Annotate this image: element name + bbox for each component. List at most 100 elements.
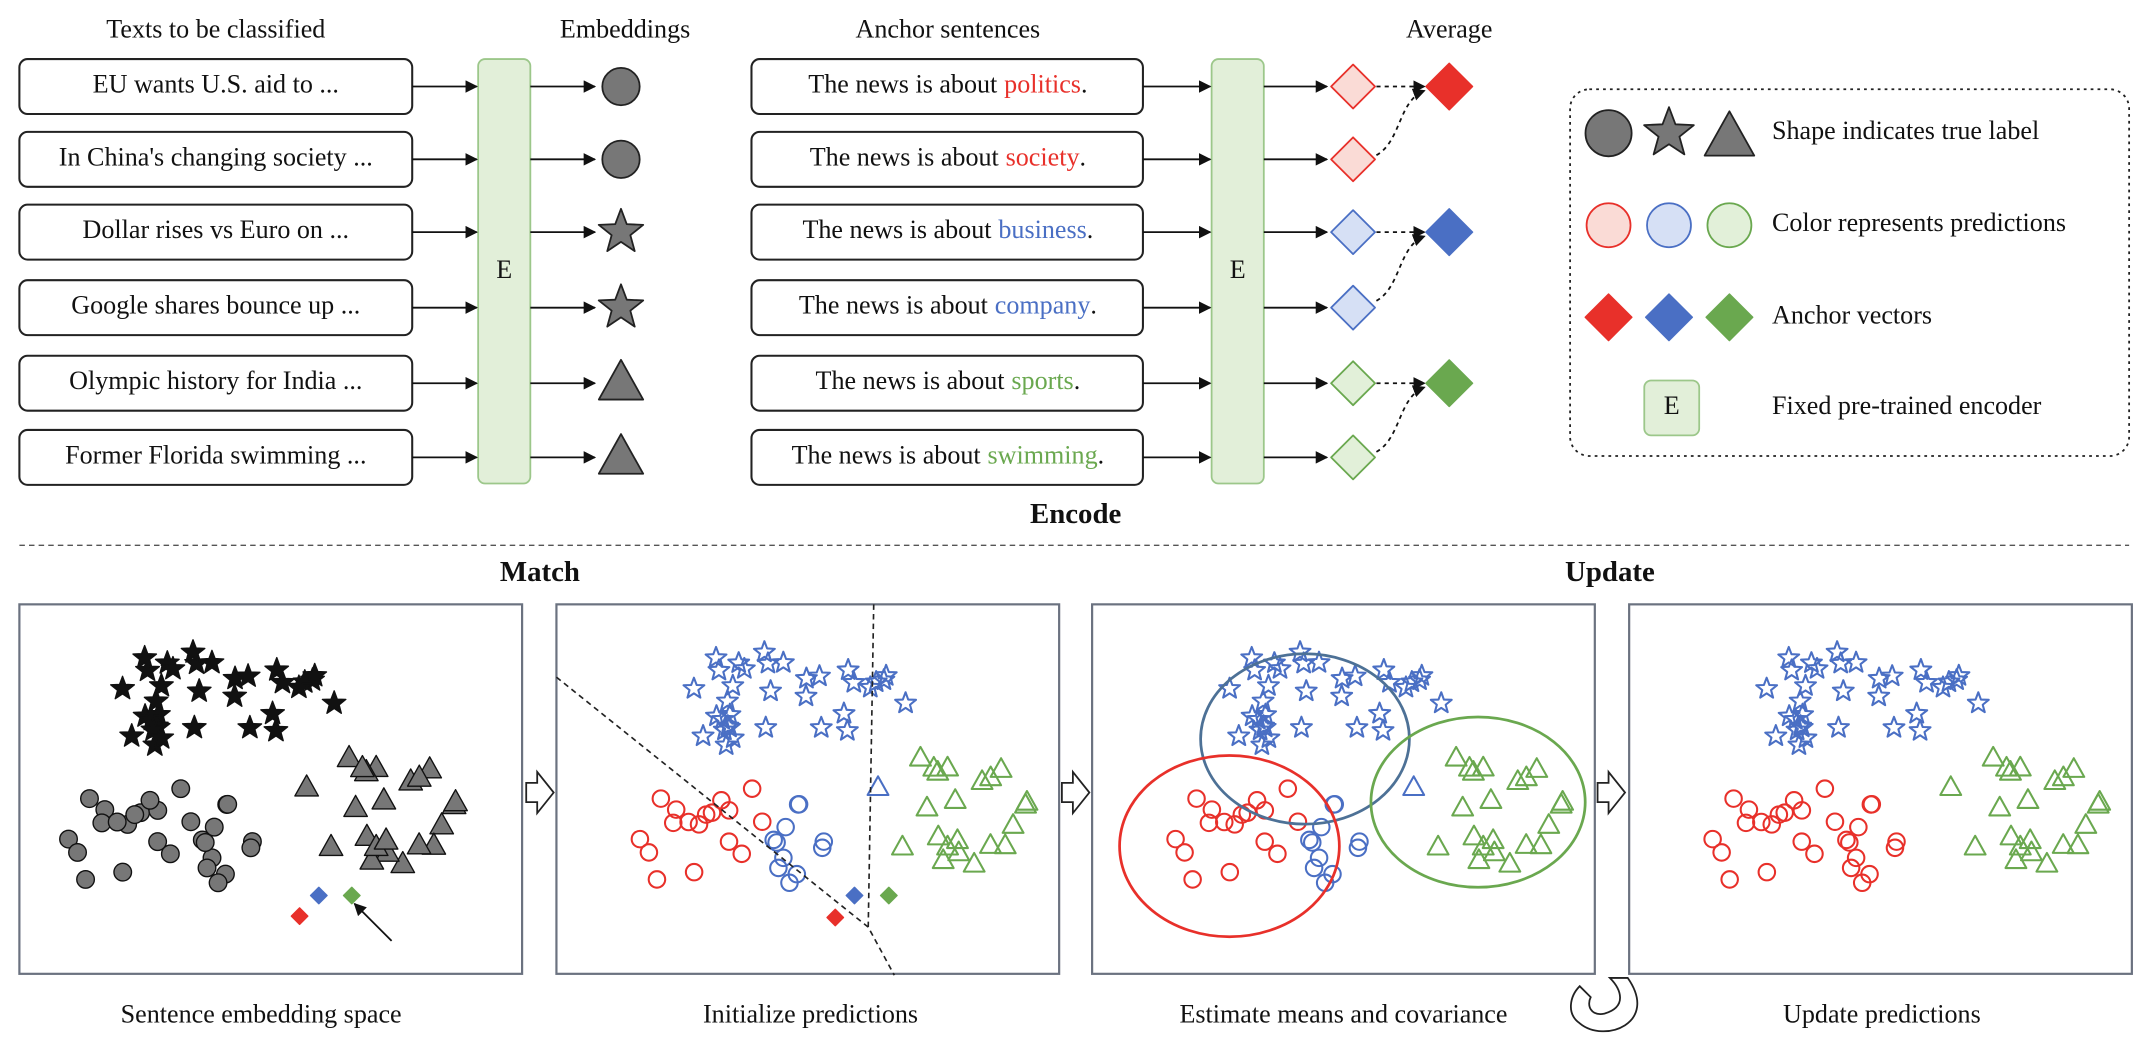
prediction-point (1736, 813, 1756, 833)
prediction-point (2066, 833, 2090, 855)
anchor-prefix: The news is about (802, 215, 992, 244)
prediction-point (2051, 765, 2075, 787)
embedding-shape (597, 283, 645, 328)
anchor-text: The news is about business. (802, 215, 1093, 244)
embedding-point (359, 847, 385, 870)
prediction-point (1784, 791, 1804, 810)
prediction-point (2088, 790, 2112, 811)
legend-shape (1584, 109, 1633, 158)
anchor-word: society (1006, 142, 1080, 171)
prediction-point (1309, 848, 1329, 868)
prediction-point (707, 658, 731, 681)
prediction-point (812, 838, 832, 858)
embedding-point (171, 779, 191, 799)
prediction-point (962, 851, 986, 873)
prediction-point (1720, 870, 1739, 889)
embedding-point (241, 838, 261, 858)
prediction-point (704, 645, 728, 668)
prediction-point (2043, 769, 2067, 791)
prediction-point (1931, 675, 1955, 698)
prediction-point (970, 769, 994, 791)
embedding-point (443, 788, 468, 812)
legend-shape (1706, 202, 1753, 249)
panel-arrow (1060, 769, 1091, 816)
prediction-point (1268, 844, 1287, 864)
prediction-point (1769, 805, 1789, 824)
embedding-point (132, 644, 158, 669)
average-arrow (1375, 88, 1426, 156)
embedding-point (264, 656, 290, 681)
embedding-shape (601, 139, 641, 179)
prediction-point (639, 843, 659, 862)
prediction-point (1278, 779, 1298, 798)
prediction-point (1939, 775, 1963, 797)
prediction-point (1498, 851, 1522, 873)
prediction-point (908, 745, 932, 767)
prediction-point (842, 670, 866, 693)
prediction-point (1330, 666, 1354, 689)
prediction-point (1827, 715, 1850, 738)
embedding-point (373, 827, 399, 850)
prediction-point (832, 701, 856, 724)
embedding-point (349, 754, 375, 778)
prediction-point (1451, 795, 1475, 817)
prediction-point (1525, 757, 1549, 778)
anchor-text: The news is about sports. (816, 366, 1081, 395)
prediction-point (835, 718, 859, 741)
legend-shape (1643, 106, 1695, 156)
prediction-point (1805, 844, 1824, 864)
prediction-point (691, 724, 715, 747)
prediction-point (752, 812, 772, 831)
prediction-point (1426, 834, 1450, 856)
anchor-prefix: The news is about (799, 291, 989, 320)
prediction-point (742, 779, 762, 798)
encoder (1210, 58, 1265, 485)
prediction-point (679, 812, 698, 832)
embedding-point (406, 832, 432, 855)
prediction-point (771, 650, 795, 673)
prediction-point (1202, 800, 1222, 819)
input-text: Olympic history for India ... (69, 366, 362, 395)
prediction-point (2019, 840, 2043, 862)
prediction-point (1882, 715, 1906, 738)
prediction-point (789, 795, 809, 814)
prediction-point (1345, 715, 1369, 738)
prediction-point (732, 656, 756, 679)
panel-arrow (1596, 769, 1627, 816)
embedding-point (59, 829, 79, 849)
prediction-point (1908, 718, 1932, 741)
prediction-point (936, 755, 960, 777)
prediction-point (732, 844, 752, 864)
prediction-point (1467, 848, 1491, 870)
cov-ellipse (1199, 652, 1411, 826)
embedding-point (68, 842, 88, 862)
input-text: EU wants U.S. aid to ... (93, 70, 339, 99)
embedding-point (160, 655, 186, 680)
embedding-point (197, 858, 217, 878)
prediction-point (1514, 765, 1538, 787)
prediction-point (1187, 789, 1206, 808)
prediction-point (663, 813, 683, 833)
prediction-point (767, 833, 786, 852)
prediction-point (1250, 733, 1274, 755)
prediction-point (1343, 664, 1367, 687)
prediction-point (1703, 829, 1722, 849)
legend-text: Color represents predictions (1772, 208, 2066, 237)
prediction-point (1915, 670, 1938, 693)
prediction-point (926, 824, 950, 846)
prediction-point (1471, 834, 1495, 856)
prediction-point (1794, 673, 1817, 696)
anchor-point (845, 886, 864, 905)
prediction-point (836, 657, 860, 680)
prediction-point (1998, 760, 2022, 781)
prediction-point (1988, 795, 2012, 817)
embedding-point (286, 674, 312, 699)
anchor-word: sports (1011, 366, 1073, 395)
embedding-point (406, 764, 432, 787)
anchor-text: The news is about politics. (808, 70, 1087, 99)
prediction-point (1247, 791, 1267, 810)
anchor-prefix: The news is about (808, 70, 998, 99)
prediction-point (926, 760, 950, 781)
prediction-point (1764, 724, 1788, 747)
